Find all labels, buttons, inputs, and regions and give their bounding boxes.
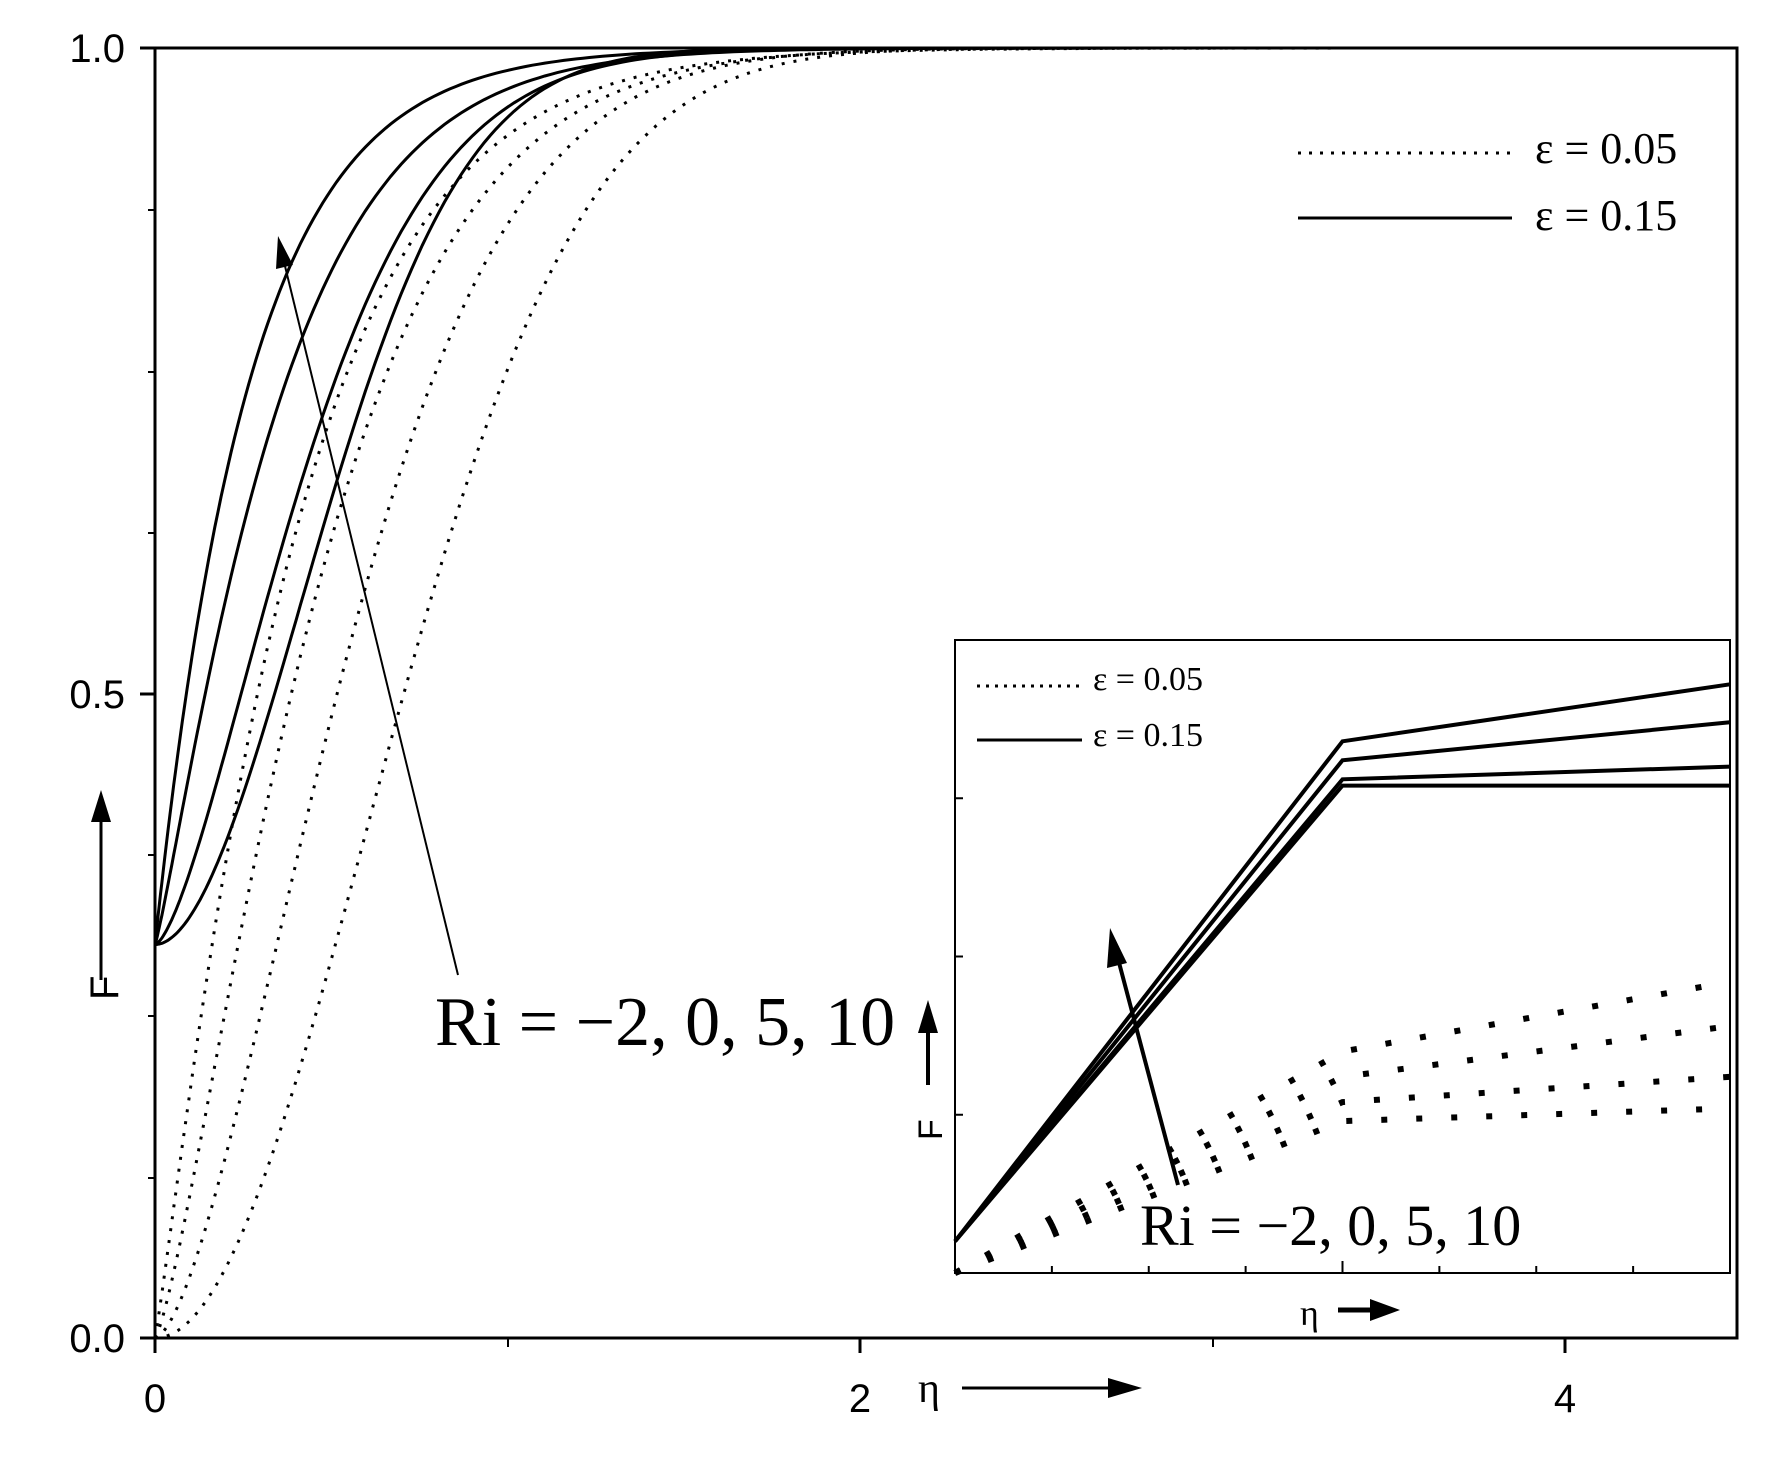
inset-y-axis-label: F: [912, 1000, 950, 1140]
inset-ticks: [954, 797, 1731, 1273]
main-legend: ε = 0.05 ε = 0.15: [1298, 124, 1677, 240]
x-tick-label: 0: [144, 1377, 166, 1421]
y-tick-label: 0.5: [69, 673, 125, 717]
x-tick-label: 2: [849, 1377, 871, 1421]
y-tick-label: 0.0: [69, 1317, 125, 1361]
main-solid-series: [153, 46, 1737, 1338]
inset-dotted-series-line: [953, 1023, 1731, 1276]
main-annotation: Ri = −2, 0, 5, 10: [435, 984, 895, 1061]
inset-solid-series-line: [953, 720, 1731, 1243]
inset-legend: ε = 0.05 ε = 0.15: [977, 661, 1203, 754]
dotted-series-line: [153, 46, 1737, 1339]
dotted-series-line: [153, 46, 1737, 1340]
inset-legend-label-dotted: ε = 0.05: [1093, 661, 1203, 698]
main-annotation-arrow: [276, 236, 459, 976]
y-axis-label: F: [83, 790, 127, 1000]
x-tick-label: 4: [1554, 1377, 1576, 1421]
y-tick-label: 1.0: [69, 27, 125, 71]
inset-x-axis-label-text: η: [1300, 1293, 1319, 1333]
solid-series-line: [155, 46, 1737, 946]
inset-chart: ε = 0.05 ε = 0.15 Ri = −2, 0, 5, 10 F η: [912, 639, 1731, 1333]
inset-y-axis-label-text: F: [912, 1119, 950, 1140]
inset-annotation: Ri = −2, 0, 5, 10: [1140, 1193, 1521, 1258]
inset-legend-label-solid: ε = 0.15: [1093, 717, 1203, 754]
y-axis-label-text: F: [83, 976, 127, 1000]
inset-annotation-arrow: [1107, 928, 1180, 1186]
legend-label-dotted: ε = 0.05: [1535, 124, 1677, 173]
x-axis-label: η: [918, 1366, 1142, 1412]
inset-solid-series-line: [953, 682, 1731, 1243]
x-axis-label-text: η: [918, 1366, 940, 1412]
inset-solid-series-line: [953, 783, 1730, 1243]
legend-label-solid: ε = 0.15: [1535, 191, 1677, 240]
inset-x-axis-label: η: [1300, 1293, 1400, 1333]
inset-solid-series: [953, 682, 1731, 1243]
inset-dotted-series-line: [953, 1073, 1731, 1276]
inset-dotted-series: [953, 978, 1731, 1276]
